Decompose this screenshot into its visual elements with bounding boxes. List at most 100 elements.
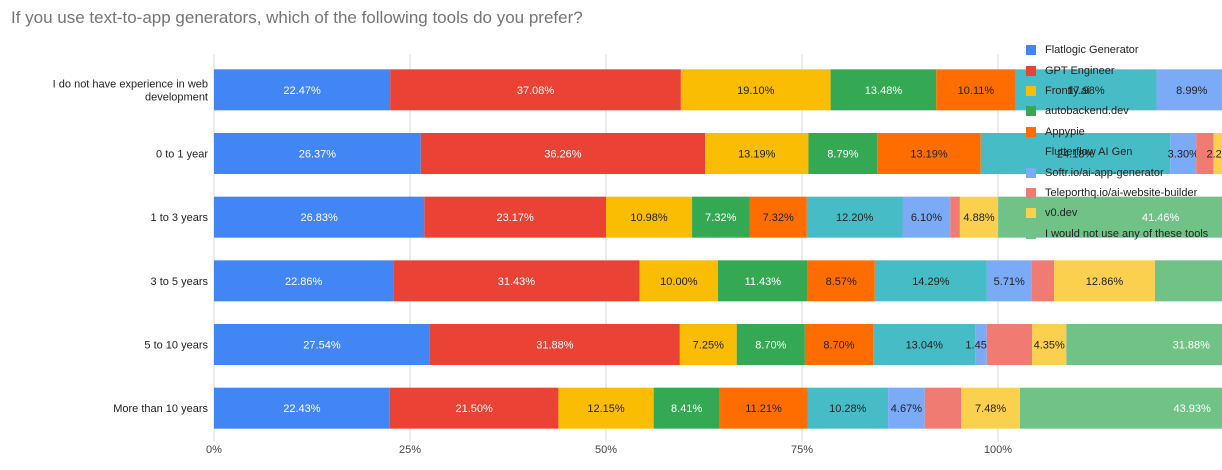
x-tick-label: 25% [399,444,421,456]
data-label: 7.48% [975,403,1006,415]
data-label: 26.83% [301,212,339,224]
legend-swatch [1026,187,1036,198]
bar-segment [705,133,809,174]
bar-segment [719,387,808,429]
legend-swatch [1026,228,1036,239]
legend-swatch [1026,208,1036,219]
data-label: 5.71% [994,276,1025,288]
legend-label: Flatlogic Generator [1045,44,1139,57]
bar-segment [1154,260,1222,302]
legend-item: autobackend.dev [1026,101,1208,121]
data-label: 10.00% [660,276,698,288]
data-label: 13.48% [865,85,903,97]
data-label: 14.29% [912,276,950,288]
x-tick-label: 0% [206,444,222,456]
bar-segment [749,196,807,238]
bar-segment [718,260,808,302]
bar-segment [874,260,987,302]
data-label: 13.19% [738,149,776,161]
bar-segment [1019,387,1222,429]
bar-segment [680,69,831,111]
legend-item: Frontly.ai [1026,81,1208,101]
data-label: 22.86% [285,276,323,288]
legend-label: Frontly.ai [1045,84,1090,97]
bar-segment [393,260,640,302]
legend-label: Softr.io/ai-app-generator [1045,166,1164,179]
bar-segment [389,387,559,429]
bar-segment [214,69,391,111]
legend-swatch [1026,65,1036,76]
data-label: 27.54% [303,340,341,352]
bar-segment [653,387,720,429]
data-label: 31.88% [1173,340,1211,352]
chart-legend: Flatlogic Generator GPT Engineer Frontly.a… [1026,40,1208,244]
legend-label: v0.dev [1045,207,1078,220]
data-label: 8.41% [671,403,702,415]
legend-swatch [1026,106,1036,117]
bar-segment [429,324,680,365]
data-label: 11.43% [745,276,782,288]
bar-segment [808,133,878,174]
legend-label: Teleporthq.io/ai-website-builder [1045,186,1198,199]
data-label: 7.32% [705,212,736,224]
bar-segment [1054,260,1155,302]
legend-swatch [1026,167,1036,178]
x-tick-label: 100% [984,444,1012,456]
legend-swatch [1026,147,1036,158]
data-label: 4.88% [963,212,994,224]
legend-swatch [1026,85,1036,96]
data-label: 22.47% [283,85,321,97]
bar-segment [214,260,394,302]
legend-label: GPT Engineer [1045,64,1115,77]
bar-segment [961,387,1020,429]
data-label: 41.46% [1142,212,1180,224]
bar-segment [804,324,874,365]
legend-label: Flutterflow AI Gen [1045,146,1133,159]
bar-segment [606,196,693,238]
legend-item: Flatlogic Generator [1026,40,1208,60]
data-label: 37.08% [517,85,555,97]
x-tick-label: 50% [595,444,617,456]
data-label: 11.21% [745,403,782,415]
data-label: 7.25% [693,340,724,352]
data-label: 31.43% [498,276,536,288]
legend-item: Appypie [1026,122,1208,142]
data-label: 26.37% [299,149,337,161]
bar-segment [1015,69,1157,111]
legend-item: Softr.io/ai-app-generator [1026,162,1208,182]
bar-segment [1066,324,1222,365]
bar-segment [692,196,750,238]
bar-segment [639,260,719,302]
bar-segment [1032,324,1067,365]
data-label: 8.99% [1176,85,1207,97]
y-tick-label: 1 to 3 years [151,212,209,224]
data-label: 24.18% [1057,149,1095,161]
data-label: 17.98% [1067,85,1105,97]
bar-segment [807,260,875,302]
data-label: 8.79% [827,149,858,161]
data-label: 6.10% [911,212,942,224]
bar-segment [873,324,976,365]
data-label: 13.19% [910,149,948,161]
data-label: 10.98% [630,212,668,224]
data-label: 3.30% [1168,149,1199,161]
bar-segment [975,324,987,365]
bar-segment [420,133,706,174]
bar-segment [1196,133,1214,174]
data-label: 4.67% [891,403,922,415]
bar-segment [950,196,960,238]
y-tick-label: 3 to 5 years [151,276,209,288]
legend-item: Teleporthq.io/ai-website-builder [1026,183,1208,203]
data-label: 13.04% [906,340,944,352]
data-label: 21.50% [455,403,493,415]
bar-segment [807,387,889,429]
data-label: 31.88% [536,340,574,352]
legend-item: v0.dev [1026,203,1208,223]
bar-segment [214,133,421,174]
legend-label: Appypie [1045,125,1085,138]
bar-segment [736,324,805,365]
legend-label: autobackend.dev [1045,105,1129,118]
bar-segment [888,387,925,429]
data-label: 10.28% [829,403,867,415]
